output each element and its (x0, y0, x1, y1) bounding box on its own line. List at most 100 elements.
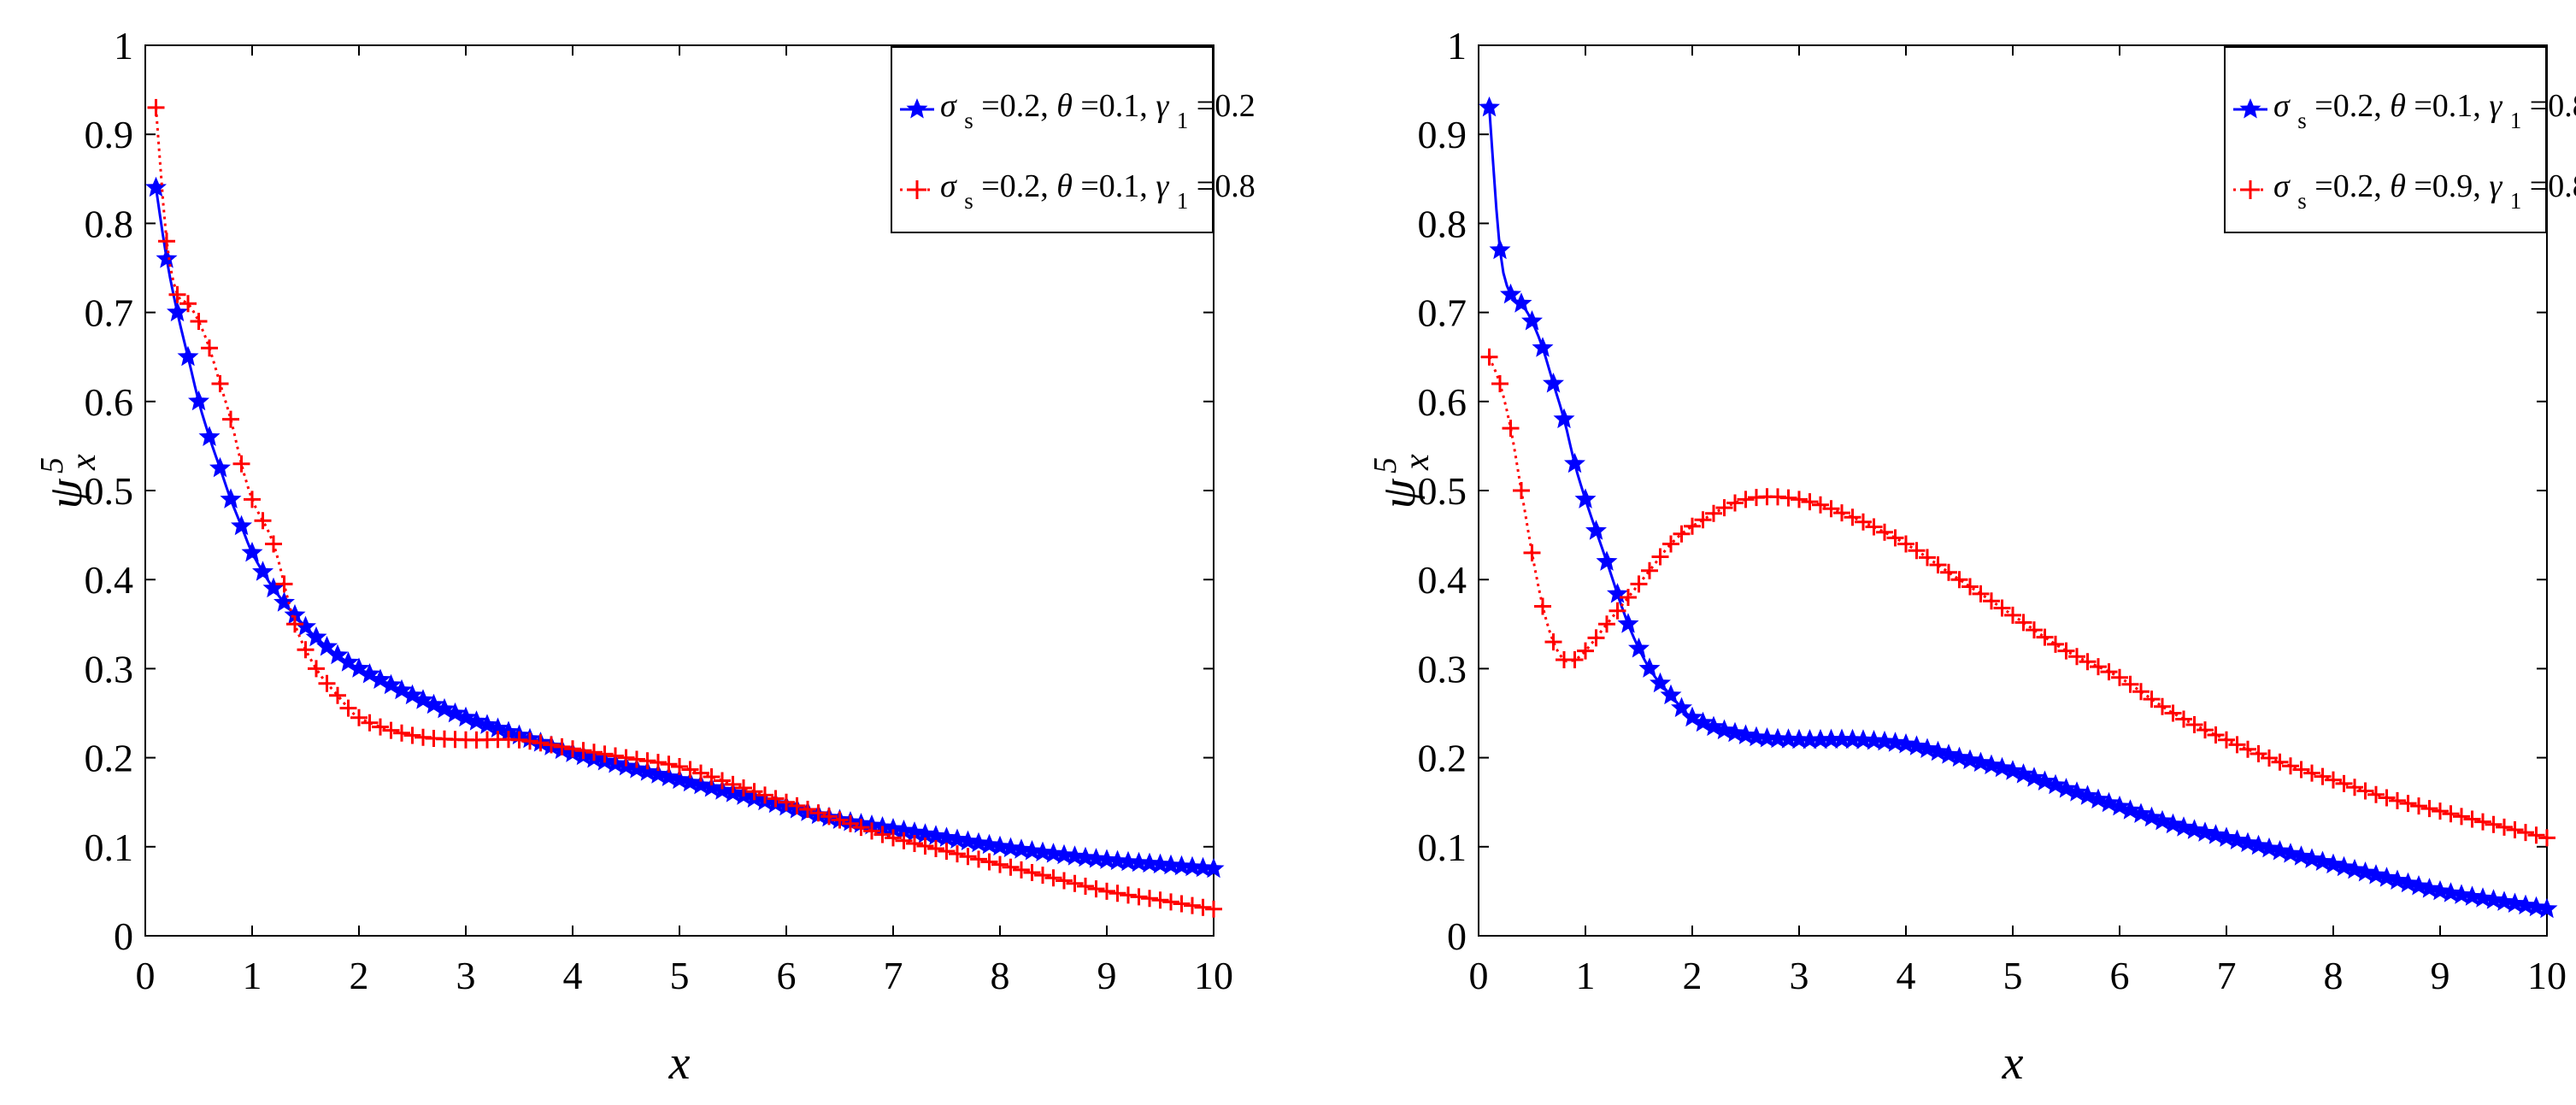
data-point-left-0 (1192, 856, 1214, 878)
data-point-right-1 (2185, 716, 2203, 733)
data-point-left-1 (991, 855, 1009, 873)
y-axis-label-sup-left: 5 (34, 457, 70, 473)
data-point-right-0 (1596, 550, 1618, 571)
y-tick-label: 0.6 (85, 380, 134, 424)
data-point-left-0 (915, 823, 936, 843)
data-point-left-1 (574, 742, 592, 760)
legend-gamma-left-0: γ (1156, 88, 1169, 124)
data-point-right-1 (1908, 542, 1926, 560)
data-point-left-1 (275, 575, 293, 593)
data-point-right-1 (1694, 511, 1712, 529)
y-tick-label: 0.1 (1418, 826, 1467, 869)
legend-sigma-sub-left-0: s (964, 108, 973, 133)
y-axis-label-sub-right: x (1397, 454, 1437, 471)
data-point-left-0 (893, 820, 915, 840)
data-point-right-1 (1865, 518, 1883, 536)
x-tick-label: 7 (2217, 954, 2237, 997)
data-point-right-1 (2014, 614, 2032, 632)
data-point-left-1 (244, 491, 261, 508)
data-point-left-0 (1096, 849, 1118, 869)
data-point-left-1 (318, 674, 336, 692)
data-point-right-0 (1991, 756, 2013, 778)
data-point-left-1 (607, 747, 624, 765)
data-point-left-1 (660, 755, 678, 773)
data-point-right-1 (1897, 535, 1914, 553)
data-point-left-1 (596, 745, 614, 763)
data-point-right-0 (1906, 735, 1927, 755)
data-point-left-0 (156, 248, 178, 268)
data-point-right-0 (2355, 861, 2376, 882)
data-point-right-1 (1534, 597, 1551, 615)
data-point-right-1 (2485, 815, 2502, 833)
data-point-right-1 (1598, 615, 1615, 633)
data-point-right-0 (2258, 837, 2280, 858)
x-tick-label: 6 (2110, 954, 2130, 997)
legend-theta-val-left-0: =0.1, (1080, 88, 1147, 124)
data-point-right-1 (2399, 795, 2417, 813)
data-point-left-1 (350, 708, 368, 726)
data-point-right-1 (2506, 821, 2524, 838)
legend-sigma-val-right-1: =0.2, (2314, 168, 2381, 204)
data-point-right-0 (2536, 897, 2558, 919)
data-point-right-0 (2215, 826, 2238, 847)
data-point-left-1 (1087, 880, 1105, 898)
data-point-right-1 (2036, 628, 2054, 646)
chart-panel-right: 0 1 2 3 4 5 6 7 8 9 10 0 0.1 0.2 0.3 0.4 0.5 0.6 0.7 0.8 0.9… (1367, 24, 2576, 1090)
data-point-right-0 (2419, 878, 2440, 898)
data-point-left-0 (1203, 857, 1225, 879)
data-point-left-0 (295, 615, 316, 637)
data-point-left-1 (553, 738, 571, 755)
data-point-right-0 (2269, 840, 2291, 861)
x-tick-label: 3 (1790, 954, 1809, 997)
data-point-right-1 (1919, 549, 1936, 567)
data-point-left-1 (201, 339, 218, 357)
data-point-left-1 (885, 829, 902, 847)
legend-gamma-left-1: γ (1156, 168, 1169, 204)
x-axis-label-left: x (668, 1037, 691, 1090)
data-point-left-0 (711, 779, 733, 800)
legend-entry-right-0: σ s =0.2, θ =0.1, γ 1 =0.8 (2233, 88, 2576, 133)
data-point-right-0 (1735, 724, 1756, 744)
data-point-right-0 (2312, 850, 2333, 871)
data-point-right-1 (2175, 710, 2192, 728)
data-point-left-1 (1056, 872, 1073, 890)
data-point-right-1 (1876, 523, 1893, 541)
data-point-left-1 (724, 775, 742, 793)
data-point-left-1 (1120, 886, 1137, 904)
x-tick-label: 9 (2431, 954, 2450, 997)
data-point-right-0 (1895, 733, 1917, 754)
data-point-left-0 (668, 768, 691, 790)
data-point-left-0 (1010, 838, 1032, 859)
data-point-left-0 (209, 456, 231, 478)
data-point-left-1 (179, 295, 197, 313)
data-point-left-0 (220, 488, 242, 508)
y-tick-label: 1 (114, 24, 133, 68)
y-tick-label: 0 (1447, 914, 1467, 958)
data-point-right-1 (2004, 606, 2021, 624)
data-point-right-0 (1617, 613, 1639, 633)
data-point-left-1 (564, 740, 581, 758)
legend-gamma-sub-left-1: 1 (1177, 188, 1189, 214)
data-point-left-1 (916, 838, 934, 855)
data-point-right-1 (2250, 745, 2267, 762)
data-point-right-0 (1564, 452, 1585, 473)
data-point-right-0 (1585, 520, 1607, 540)
data-point-left-0 (1107, 849, 1128, 871)
data-point-left-1 (799, 801, 816, 818)
legend-gamma-val-right-1: =0.8 (2530, 168, 2576, 204)
x-tick-label: 10 (1194, 954, 1233, 997)
data-point-left-1 (1066, 874, 1084, 892)
data-point-left-1 (329, 686, 346, 704)
x-axis-label-right: x (2002, 1037, 2024, 1090)
data-point-right-1 (1950, 571, 1968, 589)
legend-sigma-val-left-1: =0.2, (981, 168, 1048, 204)
x-tick-label: 1 (1576, 954, 1596, 997)
x-tick-label: 8 (2324, 954, 2344, 997)
data-point-right-1 (1983, 592, 2000, 610)
data-point-right-1 (1641, 561, 1658, 579)
data-point-left-0 (231, 514, 252, 536)
chart-panel-left: 0 1 2 3 4 5 6 7 8 9 10 0 0.1 0.2 0.3 0.4 0.5 0.6 0.7 0.8 0.9… (34, 24, 1256, 1090)
data-point-right-0 (2450, 884, 2473, 904)
x-tick-label: 4 (563, 954, 583, 997)
legend-entry-right-1: σ s =0.2, θ =0.9, γ 1 =0.8 (2233, 168, 2576, 214)
